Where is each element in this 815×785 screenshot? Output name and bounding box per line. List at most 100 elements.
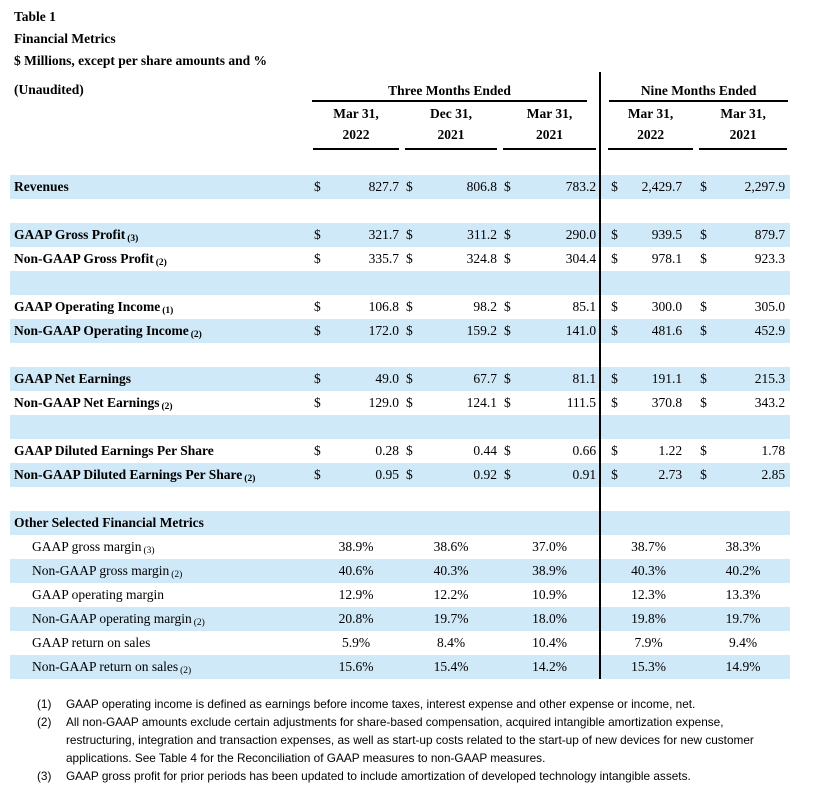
footnote-text: All non-GAAP amounts exclude certain adj… — [66, 715, 754, 765]
value-cell: 67.7 — [473, 371, 497, 386]
row-label: GAAP Diluted Earnings Per Share — [14, 442, 214, 458]
currency-symbol: $ — [314, 395, 321, 410]
currency-symbol: $ — [406, 179, 413, 194]
section-header-row: Other Selected Financial Metrics — [10, 511, 791, 535]
currency-symbol: $ — [599, 295, 627, 319]
row-label: Non-GAAP Net Earnings — [14, 394, 160, 410]
percent-cell: 12.3% — [599, 583, 697, 607]
currency-symbol: $ — [314, 227, 321, 242]
row-label: GAAP Gross Profit — [14, 226, 126, 242]
row-label: GAAP Operating Income — [14, 298, 161, 314]
percent-cell: 5.9% — [341, 635, 371, 650]
value-cell: 0.92 — [473, 467, 497, 482]
table-row-gaap-return-on-sales: GAAP return on sales 5.9% 8.4% 10.4% 7.9… — [10, 631, 790, 655]
footnote-marker: (2) — [193, 617, 205, 628]
percent-cell: 14.2% — [532, 659, 567, 674]
currency-symbol: $ — [700, 227, 707, 242]
value-cell: 939.5 — [651, 227, 683, 242]
currency-symbol: $ — [504, 467, 511, 482]
currency-symbol: $ — [700, 443, 707, 458]
currency-symbol: $ — [599, 247, 627, 271]
percent-cell: 38.6% — [433, 539, 469, 554]
percent-cell: 12.9% — [338, 587, 374, 602]
value-cell: 0.95 — [375, 467, 399, 482]
row-label: Non-GAAP Gross Profit — [14, 250, 154, 266]
percent-cell: 9.4% — [729, 635, 758, 650]
currency-symbol: $ — [504, 227, 511, 242]
value-cell: 111.5 — [566, 395, 597, 410]
value-cell: 141.0 — [565, 323, 597, 338]
table-row-gaap-gross-profit: GAAP Gross Profit (3) $321.7 $311.2 $290.… — [10, 223, 791, 247]
currency-symbol: $ — [406, 227, 413, 242]
footnote: (3) GAAP gross profit for prior periods … — [37, 767, 782, 785]
footnote-text: GAAP operating income is defined as earn… — [66, 697, 696, 711]
currency-symbol: $ — [504, 395, 511, 410]
currency-symbol: $ — [700, 299, 707, 314]
value-cell: 311.2 — [467, 227, 497, 242]
footnote-marker: (2) — [180, 665, 192, 676]
value-cell: 452.9 — [754, 323, 786, 338]
percent-cell: 38.9% — [338, 539, 374, 554]
percent-cell: 40.3% — [433, 563, 469, 578]
table-subtitle: Financial Metrics — [14, 31, 116, 46]
financial-metrics-table: (Unaudited) Three Months Ended Nine Mont… — [10, 72, 791, 679]
unaudited-label: (Unaudited) — [14, 82, 84, 97]
currency-symbol: $ — [599, 175, 627, 199]
value-cell: 335.7 — [368, 251, 399, 266]
percent-cell: 38.3% — [725, 539, 761, 554]
currency-symbol: $ — [700, 323, 707, 338]
row-label: Non-GAAP Operating Income — [14, 322, 189, 338]
value-cell: 124.1 — [466, 395, 497, 410]
spacer-row — [10, 271, 791, 295]
value-cell: 159.2 — [466, 323, 497, 338]
table-row-non-gaap-return-on-sales: Non-GAAP return on sales (2) 15.6% 15.4% … — [10, 655, 791, 679]
percent-cell: 19.7% — [433, 611, 469, 626]
column-header-nine-mar-2021: Mar 31, 2021 — [696, 102, 790, 150]
currency-symbol: $ — [700, 371, 707, 386]
currency-symbol: $ — [700, 179, 707, 194]
spacer-row — [10, 150, 791, 175]
percent-cell: 18.0% — [532, 611, 567, 626]
currency-symbol: $ — [314, 443, 321, 458]
row-label: Non-GAAP return on sales — [32, 658, 179, 674]
table-row-gaap-diluted-eps: GAAP Diluted Earnings Per Share $0.28 $0… — [10, 439, 790, 463]
value-cell: 0.91 — [572, 467, 597, 482]
document-title-block: Table 1 Financial Metrics $ Millions, ex… — [0, 0, 815, 72]
value-cell: 827.7 — [368, 179, 399, 194]
value-cell: 304.4 — [565, 251, 597, 266]
value-cell: 0.44 — [473, 443, 497, 458]
value-cell: 879.7 — [754, 227, 786, 242]
column-header-mar-2021: Mar 31, 2021 — [500, 102, 600, 150]
currency-symbol: $ — [504, 371, 511, 386]
footnote-marker: (3) — [37, 769, 52, 783]
footnote-marker: (2) — [161, 401, 173, 412]
row-label: Non-GAAP Diluted Earnings Per Share — [14, 466, 243, 482]
footnote-marker: (1) — [37, 697, 52, 711]
currency-symbol: $ — [314, 467, 321, 482]
col-group-nine-months: Nine Months Ended — [599, 72, 791, 102]
row-label: GAAP return on sales — [32, 634, 151, 650]
row-label: GAAP operating margin — [32, 586, 164, 602]
percent-cell: 12.2% — [433, 587, 469, 602]
currency-symbol: $ — [314, 251, 321, 266]
page-title: Table 1 — [14, 9, 56, 24]
value-cell: 215.3 — [754, 371, 786, 386]
footnote-marker: (2) — [244, 473, 256, 484]
footnote-marker: (3) — [143, 545, 155, 556]
percent-cell: 40.2% — [725, 563, 761, 578]
value-cell: 49.0 — [375, 371, 399, 386]
group-header-row: (Unaudited) Three Months Ended Nine Mont… — [10, 72, 791, 102]
value-cell: 98.2 — [473, 299, 497, 314]
value-cell: 106.8 — [368, 299, 399, 314]
value-cell: 1.22 — [658, 443, 683, 458]
currency-symbol: $ — [314, 371, 321, 386]
currency-symbol: $ — [504, 443, 511, 458]
table-row-non-gaap-gross-margin: Non-GAAP gross margin (2) 40.6% 40.3% 38.… — [10, 559, 791, 583]
percent-cell: 40.3% — [599, 559, 697, 583]
value-cell: 481.6 — [651, 323, 683, 338]
footnote-marker: (1) — [162, 305, 174, 316]
date-header-row: Mar 31, 2022 Dec 31, 2021 Mar 31, 2021 Mar … — [10, 102, 790, 150]
row-label: Non-GAAP gross margin — [32, 562, 170, 578]
percent-cell: 10.4% — [532, 635, 567, 650]
value-cell: 191.1 — [651, 371, 683, 386]
